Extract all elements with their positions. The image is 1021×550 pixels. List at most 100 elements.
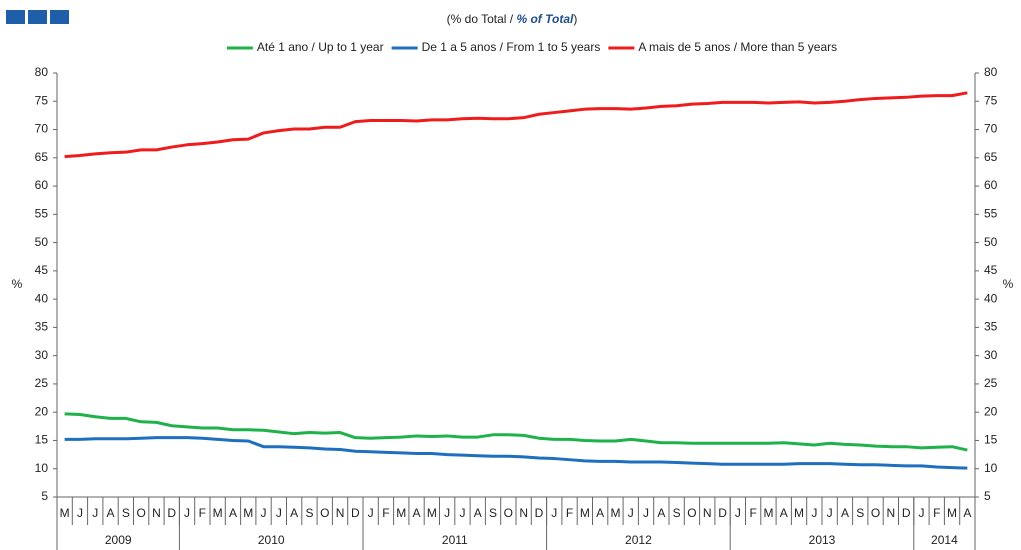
x-tick-label: J bbox=[643, 506, 649, 520]
x-tick-label: A bbox=[596, 506, 604, 520]
y-tick-label: 15 bbox=[35, 433, 49, 447]
x-tick-label: M bbox=[794, 506, 804, 520]
x-tick-label: J bbox=[261, 506, 267, 520]
legend-label: A mais de 5 anos / More than 5 years bbox=[638, 40, 837, 54]
legend-label: De 1 a 5 anos / From 1 to 5 years bbox=[422, 40, 601, 54]
x-tick-label: A bbox=[780, 506, 788, 520]
x-tick-label: N bbox=[519, 506, 528, 520]
x-tick-label: O bbox=[687, 506, 696, 520]
x-tick-label: J bbox=[459, 506, 465, 520]
x-tick-label: D bbox=[718, 506, 727, 520]
y-tick-label: 80 bbox=[35, 65, 49, 79]
y-tick-label: 5 bbox=[41, 489, 48, 503]
title-part: ) bbox=[573, 12, 577, 26]
y2-tick-label: 35 bbox=[984, 320, 998, 334]
x-tick-label: O bbox=[871, 506, 880, 520]
x-tick-label: A bbox=[474, 506, 482, 520]
x-tick-label: N bbox=[336, 506, 345, 520]
x-group-label: 2012 bbox=[625, 533, 652, 547]
x-tick-label: J bbox=[918, 506, 924, 520]
x-tick-label: J bbox=[92, 506, 98, 520]
logo bbox=[6, 10, 69, 24]
x-tick-label: S bbox=[305, 506, 313, 520]
y-tick-label: 70 bbox=[35, 122, 49, 136]
x-tick-label: F bbox=[199, 506, 206, 520]
y2-tick-label: 65 bbox=[984, 150, 998, 164]
x-tick-label: J bbox=[811, 506, 817, 520]
x-tick-label: M bbox=[243, 506, 253, 520]
y-tick-label: 25 bbox=[35, 376, 49, 390]
x-tick-label: M bbox=[763, 506, 773, 520]
x-group-label: 2009 bbox=[105, 533, 132, 547]
y-axis-label: % bbox=[12, 277, 23, 291]
x-tick-label: A bbox=[413, 506, 421, 520]
x-tick-label: M bbox=[213, 506, 223, 520]
x-tick-label: F bbox=[933, 506, 940, 520]
x-tick-label: N bbox=[887, 506, 896, 520]
x-tick-label: M bbox=[610, 506, 620, 520]
x-tick-label: J bbox=[276, 506, 282, 520]
y-tick-label: 75 bbox=[35, 93, 49, 107]
x-group-label: 2014 bbox=[931, 533, 958, 547]
y-tick-label: 60 bbox=[35, 178, 49, 192]
x-tick-label: N bbox=[152, 506, 161, 520]
x-tick-label: O bbox=[320, 506, 329, 520]
title-part: % of Total bbox=[516, 12, 574, 26]
y-tick-label: 50 bbox=[35, 235, 49, 249]
x-tick-label: A bbox=[963, 506, 971, 520]
x-tick-label: A bbox=[657, 506, 665, 520]
y-tick-label: 40 bbox=[35, 291, 49, 305]
x-tick-label: D bbox=[167, 506, 176, 520]
y-tick-label: 45 bbox=[35, 263, 49, 277]
x-tick-label: M bbox=[947, 506, 957, 520]
y2-tick-label: 10 bbox=[984, 461, 998, 475]
y2-tick-label: 55 bbox=[984, 207, 998, 221]
y2-tick-label: 15 bbox=[984, 433, 998, 447]
x-group-label: 2013 bbox=[809, 533, 836, 547]
y-tick-label: 30 bbox=[35, 348, 49, 362]
x-tick-label: D bbox=[351, 506, 360, 520]
y-tick-label: 65 bbox=[35, 150, 49, 164]
y2-tick-label: 5 bbox=[984, 489, 991, 503]
y2-tick-label: 20 bbox=[984, 404, 998, 418]
x-tick-label: J bbox=[735, 506, 741, 520]
series-line bbox=[64, 412, 968, 452]
x-tick-label: M bbox=[580, 506, 590, 520]
y2-tick-label: 75 bbox=[984, 93, 998, 107]
x-tick-label: A bbox=[229, 506, 237, 520]
x-tick-label: J bbox=[827, 506, 833, 520]
x-tick-label: S bbox=[122, 506, 130, 520]
y2-tick-label: 70 bbox=[984, 122, 998, 136]
series-line bbox=[64, 436, 968, 470]
y2-tick-label: 60 bbox=[984, 178, 998, 192]
series-line bbox=[64, 91, 968, 159]
x-tick-label: J bbox=[184, 506, 190, 520]
x-tick-label: F bbox=[749, 506, 756, 520]
legend: Até 1 ano / Up to 1 year De 1 a 5 anos / … bbox=[226, 40, 837, 54]
x-tick-label: J bbox=[368, 506, 374, 520]
x-tick-label: M bbox=[427, 506, 437, 520]
x-tick-label: D bbox=[535, 506, 544, 520]
x-tick-label: J bbox=[551, 506, 557, 520]
x-tick-label: F bbox=[382, 506, 389, 520]
x-tick-label: N bbox=[703, 506, 712, 520]
chart-title: (% do Total / % of Total) bbox=[447, 12, 578, 26]
x-group-label: 2010 bbox=[258, 533, 285, 547]
x-tick-label: A bbox=[841, 506, 849, 520]
x-tick-label: J bbox=[628, 506, 634, 520]
x-tick-label: M bbox=[396, 506, 406, 520]
x-tick-label: D bbox=[902, 506, 911, 520]
x-group-label: 2011 bbox=[442, 533, 468, 547]
x-tick-label: M bbox=[60, 506, 70, 520]
x-tick-label: A bbox=[290, 506, 298, 520]
title-part: (% do Total / bbox=[447, 12, 517, 26]
x-tick-label: O bbox=[136, 506, 145, 520]
x-tick-label: S bbox=[856, 506, 864, 520]
x-tick-label: S bbox=[673, 506, 681, 520]
x-tick-label: O bbox=[504, 506, 513, 520]
x-tick-label: J bbox=[77, 506, 83, 520]
y2-tick-label: 80 bbox=[984, 65, 998, 79]
y2-axis-label: % bbox=[1003, 277, 1014, 291]
y-tick-label: 35 bbox=[35, 320, 49, 334]
